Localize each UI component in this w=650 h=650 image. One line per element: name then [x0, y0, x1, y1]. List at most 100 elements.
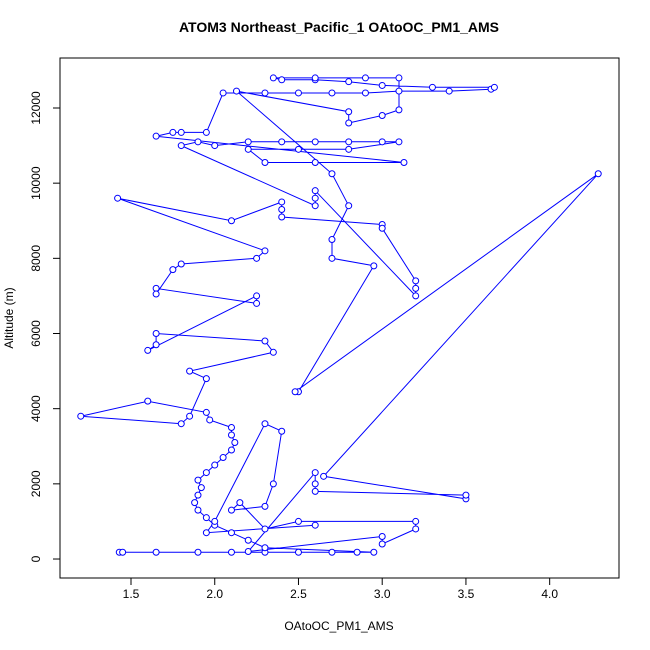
data-point — [206, 416, 214, 424]
data-point — [152, 132, 160, 140]
data-point — [278, 427, 286, 435]
data-point — [194, 506, 202, 514]
data-point — [320, 472, 328, 480]
data-point — [253, 299, 261, 307]
data-point — [211, 142, 219, 150]
data-point — [186, 412, 194, 420]
data-point — [328, 548, 336, 556]
data-point — [278, 138, 286, 146]
data-point — [186, 367, 194, 375]
data-line — [80, 77, 599, 553]
data-point — [114, 194, 122, 202]
data-point — [261, 525, 269, 533]
data-point — [227, 548, 235, 556]
data-point — [328, 254, 336, 262]
data-point — [311, 187, 319, 195]
data-point — [294, 548, 302, 556]
data-point — [428, 83, 436, 91]
data-point — [269, 348, 277, 356]
y-tick-label: 8000 — [29, 245, 43, 272]
y-tick-label: 10000 — [29, 166, 43, 200]
y-tick-label: 4000 — [29, 395, 43, 422]
data-point — [177, 260, 185, 268]
data-point — [311, 194, 319, 202]
x-tick-label: 2.0 — [206, 587, 223, 601]
data-point — [269, 74, 277, 82]
data-point — [278, 213, 286, 221]
data-point — [490, 83, 498, 91]
x-tick-label: 2.5 — [290, 587, 307, 601]
data-point — [194, 548, 202, 556]
data-point — [253, 292, 261, 300]
x-tick-label: 1.5 — [123, 587, 140, 601]
data-point — [169, 128, 177, 136]
data-point — [202, 408, 210, 416]
data-point — [328, 236, 336, 244]
data-point — [231, 439, 239, 447]
data-point — [233, 87, 241, 95]
data-point — [227, 529, 235, 537]
data-point — [152, 330, 160, 338]
data-point — [278, 198, 286, 206]
data-point — [177, 128, 185, 136]
y-tick-label: 2000 — [29, 470, 43, 497]
data-point — [311, 158, 319, 166]
data-point — [311, 469, 319, 477]
data-point — [412, 284, 420, 292]
data-point — [244, 138, 252, 146]
data-point — [400, 158, 408, 166]
data-point — [152, 548, 160, 556]
data-point — [353, 548, 361, 556]
data-point — [278, 76, 286, 84]
data-point — [244, 536, 252, 544]
data-point — [594, 170, 602, 178]
data-point — [412, 277, 420, 285]
data-point — [77, 412, 85, 420]
data-point — [345, 108, 353, 116]
data-point — [361, 74, 369, 82]
data-point — [227, 446, 235, 454]
data-point — [227, 423, 235, 431]
data-point — [236, 499, 244, 507]
chart-title: ATOM3 Northeast_Pacific_1 OAtoOC_PM1_AMS — [179, 19, 499, 35]
data-point — [311, 74, 319, 82]
x-tick-label: 4.0 — [541, 587, 558, 601]
data-point — [194, 491, 202, 499]
data-point — [152, 290, 160, 298]
data-point — [378, 224, 386, 232]
data-point — [202, 529, 210, 537]
data-point — [119, 548, 127, 556]
data-point — [412, 292, 420, 300]
data-point — [412, 517, 420, 525]
data-point — [378, 532, 386, 540]
data-point — [328, 89, 336, 97]
data-point — [202, 375, 210, 383]
data-point — [345, 138, 353, 146]
data-point — [202, 469, 210, 477]
data-point — [361, 89, 369, 97]
data-point — [294, 517, 302, 525]
data-point — [378, 540, 386, 548]
data-point — [191, 499, 199, 507]
data-point — [370, 548, 378, 556]
data-point — [345, 202, 353, 210]
data-point — [244, 548, 252, 556]
data-point — [311, 480, 319, 488]
data-point — [395, 106, 403, 114]
y-tick-label: 0 — [29, 555, 43, 562]
data-point — [294, 145, 302, 153]
data-point — [311, 487, 319, 495]
x-tick-label: 3.5 — [458, 587, 475, 601]
data-point — [311, 202, 319, 210]
data-point — [412, 525, 420, 533]
plot-frame — [59, 57, 620, 579]
data-point — [261, 502, 269, 510]
data-point — [378, 112, 386, 120]
data-point — [194, 138, 202, 146]
data-point — [294, 89, 302, 97]
y-tick-label: 12000 — [29, 91, 43, 125]
x-tick-label: 3.0 — [374, 587, 391, 601]
y-axis-label: Altitude (m) — [2, 287, 16, 348]
data-point — [462, 491, 470, 499]
